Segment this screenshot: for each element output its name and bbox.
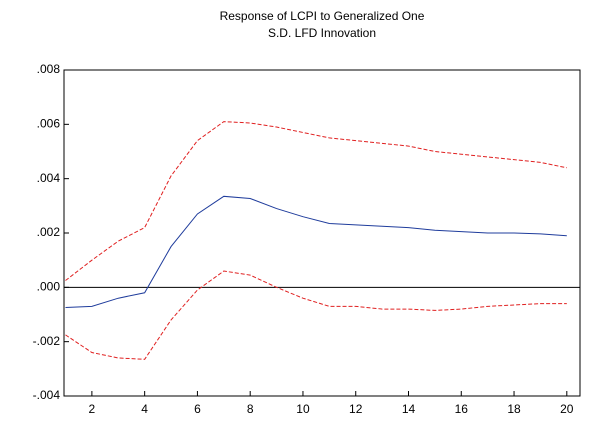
series-line [65,121,567,281]
series-line [65,270,567,360]
x-tick-label: 12 [349,402,363,416]
x-tick-label: 18 [507,402,521,416]
y-tick-label: -.004 [33,388,61,402]
x-tick-label: 4 [141,402,148,416]
y-tick-label: .002 [37,225,61,239]
y-tick-label: .004 [37,171,61,185]
x-tick-label: 14 [402,402,416,416]
x-tick-label: 8 [247,402,254,416]
x-tick-label: 2 [89,402,96,416]
y-tick-label: -.002 [33,334,61,348]
x-tick-label: 6 [194,402,201,416]
y-tick-label: .008 [37,62,61,76]
series-line [65,195,567,308]
x-tick-label: 20 [560,402,574,416]
y-tick-label: .006 [37,117,61,131]
y-tick-label: .000 [37,280,61,294]
chart-title: S.D. LFD Innovation [268,26,376,40]
x-tick-label: 10 [296,402,310,416]
chart-title: Response of LCPI to Generalized One [220,9,425,23]
x-tick-label: 16 [455,402,469,416]
